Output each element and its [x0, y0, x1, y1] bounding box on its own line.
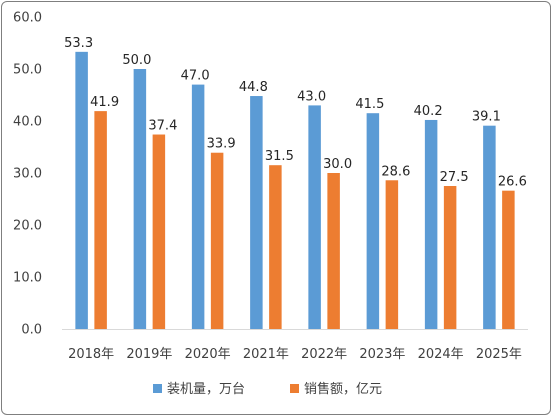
data-label: 28.6: [381, 164, 410, 179]
bar-installed: [133, 69, 147, 329]
legend: 装机量，万台 销售额，亿元: [153, 381, 382, 397]
data-labels: 53.3 41.9 50.0 37.4 47.0 33.9 44.8 31.5 43.0 30.0…: [64, 36, 527, 190]
bar-installed: [483, 125, 496, 330]
bar-sales: [327, 173, 340, 329]
data-label: 31.5: [265, 149, 294, 164]
x-tick-label: 2023年: [359, 347, 405, 362]
x-tick-label: 2024年: [418, 347, 464, 362]
legend-swatch: [290, 384, 299, 393]
y-axis-tick-labels: 0.0 10.0 20.0 30.0 40.0 50.0 60.0: [13, 11, 42, 338]
bar-installed: [366, 113, 380, 329]
data-label: 40.2: [414, 104, 443, 119]
x-tick-label: 2022年: [301, 347, 347, 362]
data-label: 39.1: [472, 110, 501, 125]
bar-sales: [443, 186, 457, 329]
bar-sales: [502, 190, 515, 329]
legend-label: 装机量，万台: [167, 382, 245, 397]
data-label: 44.8: [239, 80, 268, 95]
legend-label: 销售额，亿元: [304, 381, 382, 397]
bars: [75, 51, 515, 330]
data-label: 41.9: [90, 95, 119, 110]
data-label: 33.9: [207, 137, 236, 152]
legend-swatch: [153, 384, 162, 393]
x-tick-label: 2021年: [243, 347, 289, 362]
bar-sales: [210, 152, 224, 329]
bar-sales: [385, 180, 399, 329]
y-tick-label: 50.0: [13, 63, 42, 78]
data-label: 27.5: [440, 170, 469, 185]
y-tick-label: 10.0: [13, 271, 42, 286]
data-label: 37.4: [148, 119, 177, 134]
bar-installed: [250, 96, 263, 329]
bar-installed: [75, 51, 88, 330]
x-tick-label: 2020年: [185, 347, 231, 362]
y-tick-label: 0.0: [21, 323, 42, 338]
bar-installed: [308, 105, 321, 330]
data-label: 30.0: [323, 157, 352, 172]
y-tick-label: 60.0: [13, 11, 42, 26]
bar-sales: [152, 134, 166, 329]
y-tick-label: 30.0: [13, 167, 42, 182]
y-tick-label: 40.0: [13, 115, 42, 130]
y-tick-label: 20.0: [13, 219, 42, 234]
data-label: 26.6: [498, 175, 527, 190]
bar-installed: [191, 84, 205, 329]
data-label: 53.3: [64, 36, 93, 51]
data-label: 43.0: [297, 89, 326, 104]
data-label: 47.0: [181, 69, 210, 84]
x-tick-label: 2018年: [68, 347, 114, 362]
data-label: 41.5: [355, 97, 384, 112]
x-axis-tick-labels: 2018年 2019年 2020年 2021年 2022年 2023年 2024年 2025年: [68, 347, 522, 362]
data-label: 50.0: [122, 53, 151, 68]
bar-sales: [94, 111, 107, 330]
x-tick-label: 2019年: [126, 347, 172, 362]
bar-installed: [424, 119, 438, 330]
bar-sales: [269, 165, 282, 329]
x-tick-label: 2025年: [476, 347, 522, 362]
